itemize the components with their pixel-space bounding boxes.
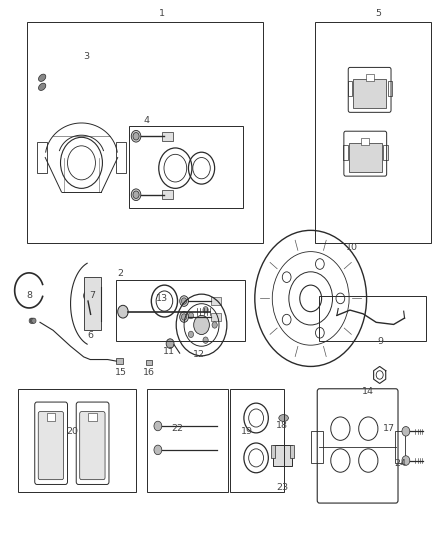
Text: 19: 19 [241,427,253,436]
Bar [343,146,348,160]
Bar [311,431,323,463]
Ellipse shape [39,83,46,91]
Bar [388,82,392,96]
Bar [116,359,123,364]
Bar [46,413,55,421]
Text: 18: 18 [276,422,288,431]
Circle shape [180,312,188,322]
Text: 15: 15 [115,368,127,377]
Bar [290,445,294,458]
Text: 1: 1 [159,10,165,19]
Ellipse shape [279,415,288,422]
Bar [315,22,431,243]
Bar [273,445,292,466]
Circle shape [194,316,209,335]
Circle shape [32,318,36,324]
Bar [361,138,369,146]
Text: 3: 3 [83,52,89,61]
Circle shape [181,314,187,320]
Circle shape [181,298,187,304]
Text: 6: 6 [87,331,93,340]
Text: 2: 2 [118,269,124,278]
Circle shape [118,305,128,318]
Text: 16: 16 [143,368,155,377]
Text: 4: 4 [144,116,150,125]
Bar [147,389,228,492]
Bar [116,142,126,173]
Text: 14: 14 [361,387,374,396]
Text: 10: 10 [346,244,358,253]
Circle shape [188,331,194,337]
Bar [162,190,173,199]
Text: 12: 12 [193,350,205,359]
Circle shape [84,290,92,301]
Circle shape [131,189,141,200]
Bar [18,389,136,492]
Bar [366,74,374,82]
Text: 24: 24 [394,459,406,467]
Bar [211,313,221,321]
Circle shape [283,314,291,325]
Text: 8: 8 [26,291,32,300]
Circle shape [203,337,208,343]
Circle shape [315,259,324,269]
Bar [383,146,388,160]
Text: 22: 22 [172,424,184,433]
Circle shape [336,293,345,304]
Circle shape [29,318,33,324]
Bar [348,82,352,96]
Circle shape [315,327,324,338]
Circle shape [402,426,410,436]
Bar [395,431,406,463]
FancyBboxPatch shape [38,411,64,480]
Bar [353,79,386,108]
Circle shape [30,318,35,324]
Text: 11: 11 [163,347,175,356]
Bar [162,132,173,141]
Circle shape [402,456,410,465]
Text: 17: 17 [383,424,395,433]
Circle shape [283,272,291,282]
Circle shape [154,445,162,455]
Bar [230,389,285,492]
Circle shape [133,133,139,140]
Bar [349,143,382,172]
Text: 9: 9 [378,337,384,346]
Bar [146,360,152,365]
Circle shape [212,322,217,328]
Bar [37,142,47,173]
Bar [27,22,263,243]
Text: 23: 23 [276,482,288,491]
Bar [84,277,101,330]
Text: 5: 5 [375,10,381,19]
Text: 7: 7 [89,291,95,300]
Bar [271,445,275,458]
Bar [88,413,97,421]
Circle shape [133,191,139,198]
Ellipse shape [39,74,46,82]
Circle shape [131,131,141,142]
Text: 20: 20 [67,427,79,436]
FancyBboxPatch shape [80,411,105,480]
Bar [211,297,221,305]
Circle shape [154,421,162,431]
Text: 13: 13 [156,294,168,303]
Bar [319,296,426,341]
Bar [130,126,243,208]
Circle shape [203,306,208,313]
Circle shape [166,339,174,349]
Circle shape [180,296,188,306]
Bar [117,280,245,341]
Circle shape [188,312,194,319]
